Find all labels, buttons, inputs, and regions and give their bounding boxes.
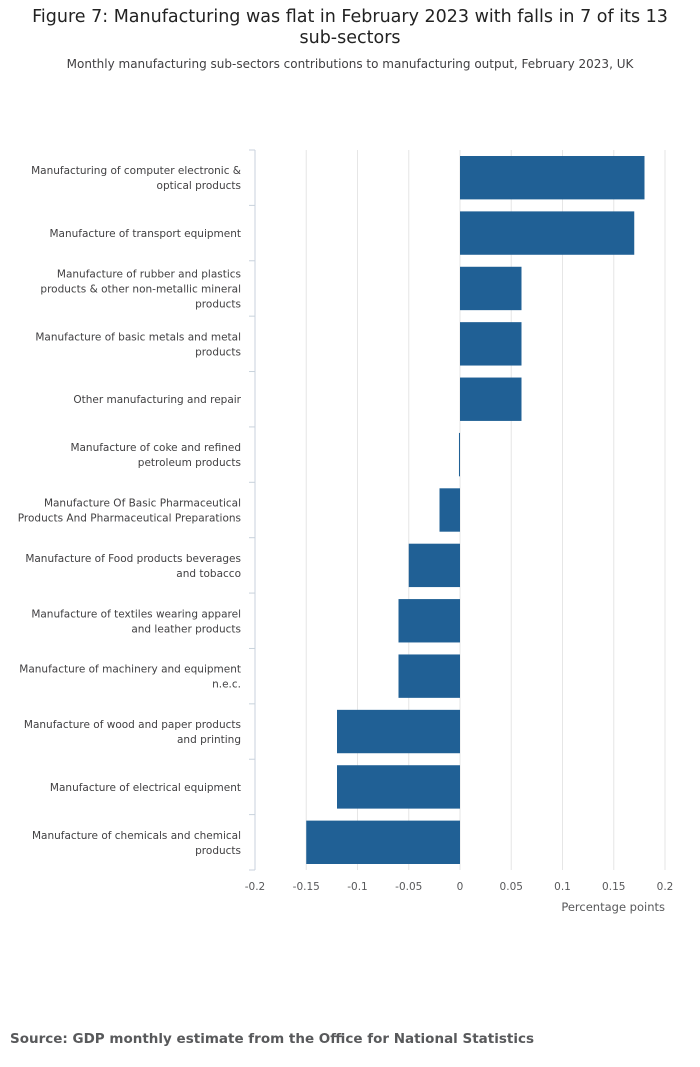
category-label-line: Products And Pharmaceutical Preparations [18, 513, 241, 525]
category-label: Manufacture of transport equipment [50, 228, 242, 240]
category-label-line: Manufacture of coke and refined [70, 442, 241, 454]
bar-chart: Manufacturing of computer electronic & op… [18, 149, 674, 914]
category-label-line: products [195, 298, 241, 310]
bar[interactable] [460, 156, 645, 200]
category-label-line: products [195, 845, 241, 857]
category-label: Other manufacturing and repair [73, 394, 241, 406]
x-tick-label: 0.1 [554, 881, 571, 893]
category-label-line: and printing [177, 734, 241, 746]
bar[interactable] [337, 765, 460, 809]
bar[interactable] [306, 820, 460, 864]
category-label-line: petroleum products [138, 457, 241, 469]
bar[interactable] [460, 266, 522, 311]
category-label-line: n.e.c. [212, 679, 241, 691]
category-label: Manufacturing of computer electronic & op… [31, 165, 241, 192]
category-label-line: Manufacture of chemicals and chemical [32, 830, 241, 842]
category-label-line: products [195, 346, 241, 358]
category-label-line: optical products [157, 180, 241, 192]
x-tick-label: -0.2 [245, 881, 266, 893]
x-tick-label: 0.2 [657, 881, 674, 893]
category-label: Manufacture of machinery and equipment n.… [19, 664, 241, 691]
bar[interactable] [408, 543, 460, 588]
bar[interactable] [460, 322, 522, 366]
chart-title: Figure 7: Manufacturing was flat in Febr… [32, 7, 668, 48]
category-label-line: Manufacture of machinery and equipment [19, 664, 241, 676]
category-label: Manufacture of chemicals and chemical pro… [32, 830, 241, 857]
category-label-line: Manufacture of basic metals and metal [35, 331, 241, 343]
category-label-line: Manufacture of electrical equipment [50, 782, 241, 794]
category-label: Manufacture of Food products beverages an… [25, 553, 241, 580]
x-tick-label: -0.05 [395, 881, 422, 893]
category-label: Manufacture of basic metals and metal pro… [35, 331, 241, 358]
category-label-line: and tobacco [176, 568, 241, 580]
category-label-line: Manufacture of transport equipment [50, 228, 242, 240]
category-label-line: Other manufacturing and repair [73, 394, 241, 406]
bar[interactable] [398, 654, 461, 698]
source-note: Source: GDP monthly estimate from the Of… [10, 1031, 535, 1047]
x-axis-title: Percentage points [561, 900, 665, 914]
category-label-line: and leather products [131, 623, 241, 635]
category-label-line: Manufacturing of computer electronic & [31, 165, 241, 177]
category-label: Manufacture of rubber and plastics produc… [40, 268, 241, 310]
bar[interactable] [460, 211, 635, 255]
bar[interactable] [460, 377, 522, 421]
x-tick-label: -0.15 [293, 881, 320, 893]
category-label: Manufacture of electrical equipment [50, 782, 241, 794]
category-label-line: products & other non-metallic mineral [40, 283, 241, 295]
category-label-line: Manufacture of wood and paper products [24, 719, 241, 731]
bar[interactable] [458, 432, 460, 477]
category-label: Manufacture of textiles wearing apparel a… [31, 608, 241, 635]
x-tick-label: 0.05 [500, 881, 523, 893]
category-label-line: Manufacture of Food products beverages [25, 553, 241, 565]
category-label-line: Manufacture of rubber and plastics [57, 268, 241, 280]
category-label-line: Manufacture of textiles wearing apparel [31, 608, 241, 620]
bar[interactable] [337, 709, 460, 754]
category-label: Manufacture Of Basic Pharmaceutical Produ… [18, 498, 241, 525]
x-tick-label: -0.1 [347, 881, 368, 893]
x-tick-label: 0.15 [602, 881, 625, 893]
category-label-line: Manufacture Of Basic Pharmaceutical [44, 498, 241, 510]
x-tick-label: 0 [457, 881, 464, 893]
bar[interactable] [439, 488, 461, 532]
bar[interactable] [398, 599, 461, 643]
chart-subtitle: Monthly manufacturing sub-sectors contri… [66, 57, 634, 71]
category-label: Manufacture of coke and refined petroleum… [70, 442, 241, 469]
category-label: Manufacture of wood and paper products an… [24, 719, 241, 746]
